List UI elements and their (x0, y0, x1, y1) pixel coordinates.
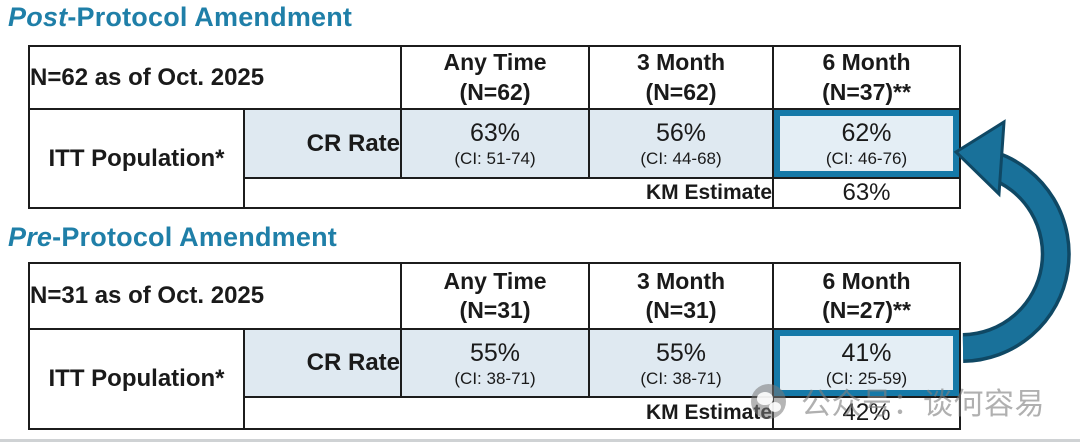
pre-km-estimate-value: 42% (772, 396, 962, 430)
slide-bottom-edge (0, 439, 1080, 442)
post-cr-6month-cell-highlighted: 62% (CI: 46-76) (772, 108, 962, 179)
pre-title-rest: -Protocol Amendment (52, 222, 337, 252)
post-amendment-table: N=62 as of Oct. 2025 Any Time (N=62) 3 Mo… (27, 45, 962, 209)
post-population-label: ITT Population* (28, 108, 245, 209)
pre-km-estimate-label: KM Estimate (242, 396, 775, 430)
post-col-6month: 6 Month (N=37)** (772, 45, 962, 110)
post-cr-rate-label: CR Rate (242, 108, 403, 179)
pre-col-anytime: Any Time (N=31) (400, 262, 591, 330)
post-col-anytime: Any Time (N=62) (400, 45, 591, 110)
pre-title-italic: Pre (8, 222, 53, 252)
post-title-rest: -Protocol Amendment (67, 2, 353, 32)
pre-col-6month: 6 Month (N=27)** (772, 262, 962, 330)
post-title-italic: Post (8, 2, 68, 32)
pre-n-label: N=31 as of Oct. 2025 (27, 262, 403, 330)
pre-cr-rate-label: CR Rate (242, 328, 403, 398)
pre-cr-6month-cell-highlighted: 41% (CI: 25-59) (772, 328, 962, 398)
pre-section-title: Pre-Protocol Amendment (8, 222, 337, 253)
pre-amendment-table: N=31 as of Oct. 2025 Any Time (N=31) 3 Mo… (27, 262, 962, 430)
pre-population-label: ITT Population* (28, 328, 245, 430)
post-cr-3month-cell: 56% (CI: 44-68) (588, 108, 775, 179)
pre-cr-3month-cell: 55% (CI: 38-71) (588, 328, 775, 398)
pre-cr-anytime-cell: 55% (CI: 38-71) (400, 328, 591, 398)
pre-col-3month: 3 Month (N=31) (588, 262, 775, 330)
post-col-3month: 3 Month (N=62) (588, 45, 775, 110)
post-km-estimate-label: KM Estimate (242, 177, 775, 209)
post-section-title: Post-Protocol Amendment (8, 2, 352, 33)
post-cr-anytime-cell: 63% (CI: 51-74) (400, 108, 591, 179)
post-km-estimate-value: 63% (772, 177, 962, 209)
arrowhead-left-icon (953, 119, 1006, 198)
post-n-label: N=62 as of Oct. 2025 (27, 45, 403, 110)
